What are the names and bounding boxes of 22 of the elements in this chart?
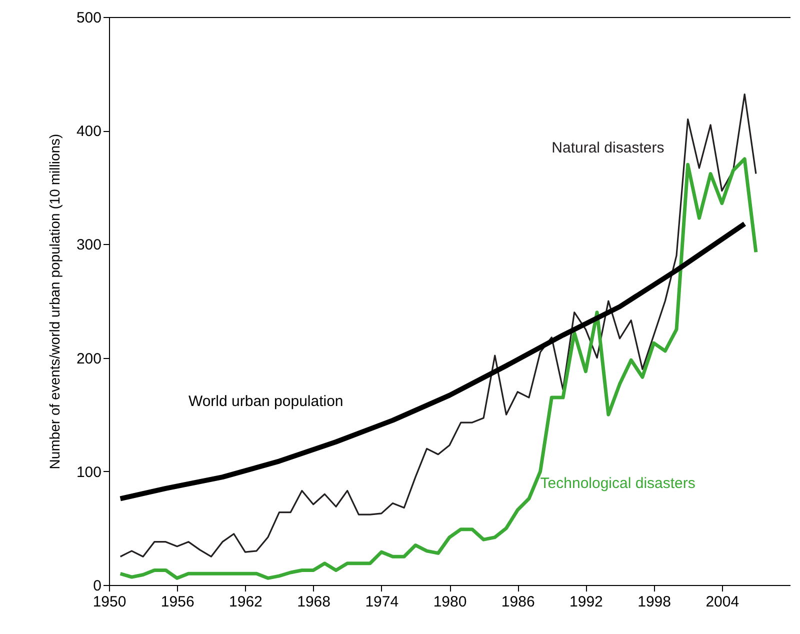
y-tick-label: 400	[76, 123, 102, 140]
x-tick-label: 2004	[706, 594, 740, 610]
x-tick-label: 1968	[297, 594, 330, 610]
y-tick-label: 200	[76, 350, 102, 368]
x-tick-label: 1974	[365, 594, 399, 610]
y-tick-label: 500	[76, 10, 102, 26]
series-label: World urban population	[188, 392, 344, 410]
line-series	[120, 93, 757, 558]
x-tick-label: 1980	[433, 594, 467, 610]
x-tick-label: 1992	[570, 594, 603, 610]
x-tick-label: 1950	[92, 594, 126, 610]
y-tick-label: 100	[76, 464, 102, 481]
x-tick-label: 1956	[160, 594, 194, 610]
series-label: Technological disasters	[540, 474, 696, 492]
y-axis-title: Number of events/world urban population (10 millions)	[46, 134, 62, 470]
x-tick-label: 1986	[501, 594, 535, 610]
series-label: Natural disasters	[552, 140, 664, 157]
y-tick-label: 300	[76, 236, 102, 254]
x-tick-label: 1998	[638, 594, 671, 610]
y-tick-label: 0	[93, 578, 102, 594]
x-tick-label: 1962	[229, 594, 262, 610]
line-series	[118, 157, 758, 580]
